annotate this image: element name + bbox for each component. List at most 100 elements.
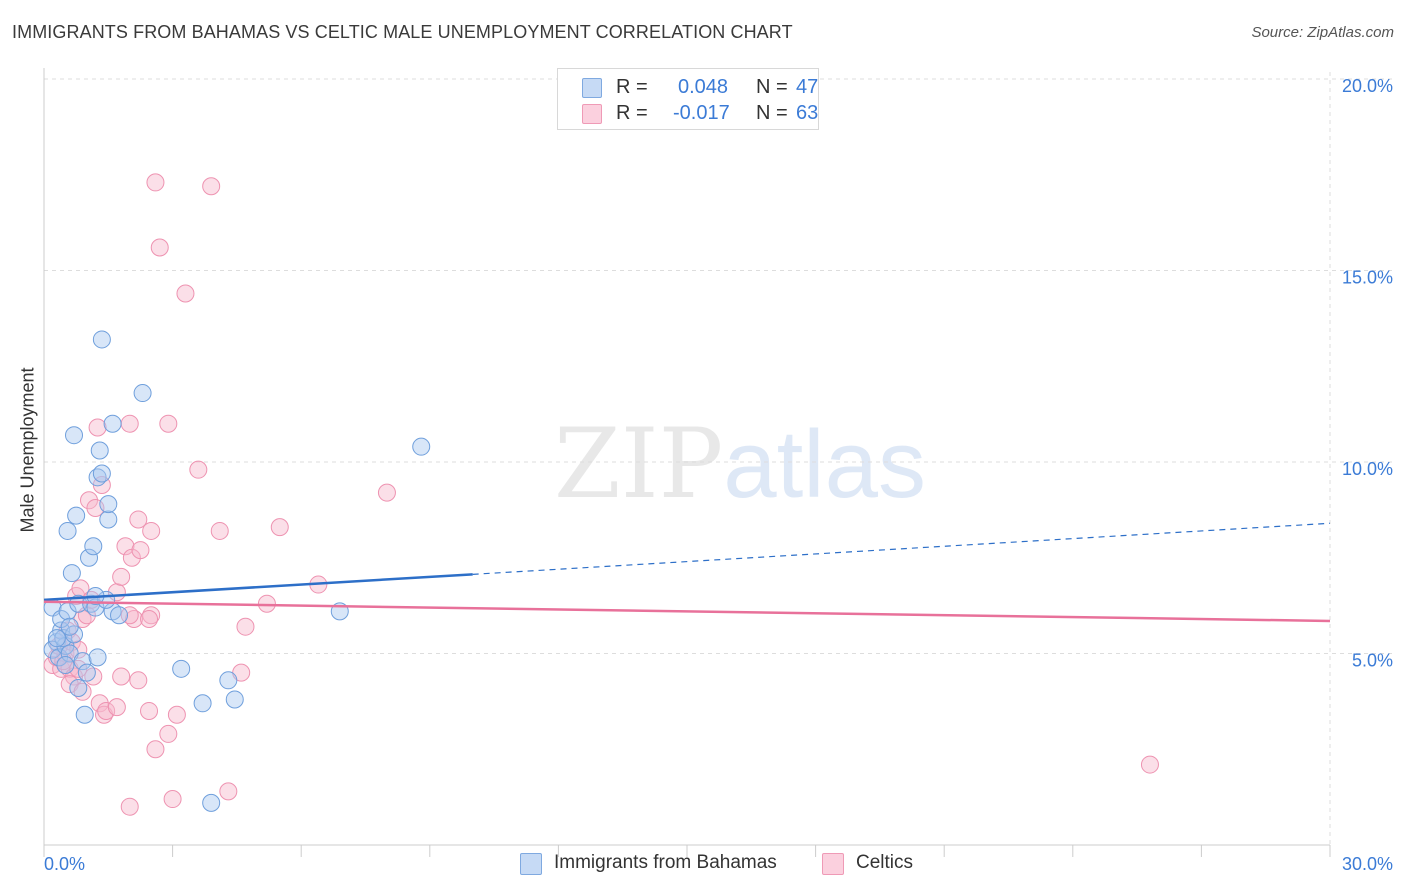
celtics-point [80,491,99,510]
bahamas-point [219,671,238,690]
n-value-blue: 47 [796,76,819,98]
trend-lines [43,522,1331,623]
celtics-point [90,694,109,713]
bahamas-point [65,426,84,445]
celtics-points [43,173,1159,816]
y-tick-label: 20.0% [1342,76,1393,96]
celtics-point [189,460,208,479]
celtics-point [270,518,289,537]
n-label-pink: N = [756,102,788,124]
bahamas-point [54,629,73,648]
watermark-atlas: atlas [723,411,926,518]
y-tick-label: 10.0% [1342,459,1393,479]
bahamas-point [75,705,94,724]
celtics-point [163,790,182,809]
r-label-blue: R = [616,76,648,98]
bahamas-trend-solid [43,573,473,602]
axes [43,68,1331,857]
legend-swatch-bahamas [520,853,542,875]
y-tick-label: 5.0% [1352,651,1393,671]
celtics-point [146,173,165,192]
bahamas-point [225,690,244,709]
celtics-point [116,537,135,556]
bahamas-point [412,437,431,456]
bahamas-point [58,521,77,540]
bahamas-point [50,648,69,667]
source-label: Source: ZipAtlas.com [1251,24,1394,41]
bahamas-point [56,655,75,674]
bahamas-point [67,506,86,525]
bahamas-point [47,629,66,648]
celtics-point [140,610,159,629]
bahamas-point [103,414,122,433]
celtics-point [159,414,178,433]
celtics-point [210,521,229,540]
bahamas-point [69,594,88,613]
n-value-pink: 63 [796,102,819,124]
celtics-point [202,177,221,196]
r-value-pink: -0.017 [673,102,730,124]
y-tick-label: 15.0% [1342,268,1393,288]
celtics-point [88,418,107,437]
celtics-point [176,284,195,303]
tick-labels: 5.0% 10.0% 15.0% 20.0% 0.0% 30.0% [44,76,1393,874]
celtics-point [120,606,139,625]
bahamas-point [69,678,88,697]
legend-swatch-blue [582,78,602,98]
bahamas-point [172,659,191,678]
r-value-blue: 0.048 [678,76,729,98]
bahamas-point [80,548,99,567]
celtics-point [129,510,148,529]
legend-swatch-celtics [822,853,844,875]
celtics-point [140,701,159,720]
celtics-point [159,724,178,743]
celtics-point [107,698,126,717]
y-axis-label: Male Unemployment [17,367,38,533]
legend-label-celtics: Celtics [856,852,914,873]
bahamas-point [77,663,96,682]
x-tick-label: 0.0% [44,854,85,874]
celtics-point [236,617,255,636]
bahamas-trend-dashed [472,522,1331,575]
correlation-legend: R = 0.048 N = 47 R = -0.017 N = 63 [557,68,819,130]
celtics-point [146,740,165,759]
legend-swatch-pink [582,104,602,124]
celtics-point [120,797,139,816]
celtics-point [257,594,276,613]
celtics-point [129,671,148,690]
bahamas-point [202,793,221,812]
celtics-point [97,701,116,720]
n-label-blue: N = [756,76,788,98]
celtics-point [219,782,238,801]
bahamas-point [133,384,152,403]
bahamas-point [193,694,212,713]
bahamas-point [62,564,81,583]
celtics-point [377,483,396,502]
celtics-point [1140,755,1159,774]
bahamas-point [88,648,107,667]
bahamas-point [84,537,103,556]
watermark-zip: ZIP [554,408,724,520]
chart-title: IMMIGRANTS FROM BAHAMAS VS CELTIC MALE U… [12,22,793,42]
celtics-point [112,567,131,586]
bahamas-point [90,441,109,460]
x-tick-label: 30.0% [1342,854,1393,874]
celtics-trend [43,600,1331,623]
bahamas-point [99,495,118,514]
grid-lines [44,72,1392,845]
watermark: ZIPatlas [554,408,926,520]
celtics-point [150,238,169,257]
bahamas-point [92,464,111,483]
bahamas-point [73,652,92,671]
celtics-point [167,705,186,724]
celtics-point [131,541,150,560]
bahamas-point [110,606,129,625]
celtics-point [120,414,139,433]
legend-label-bahamas: Immigrants from Bahamas [554,852,777,873]
celtics-point [142,521,161,540]
r-label-pink: R = [616,102,648,124]
bahamas-point [99,510,118,529]
bahamas-points [43,330,431,812]
bahamas-point [92,330,111,349]
